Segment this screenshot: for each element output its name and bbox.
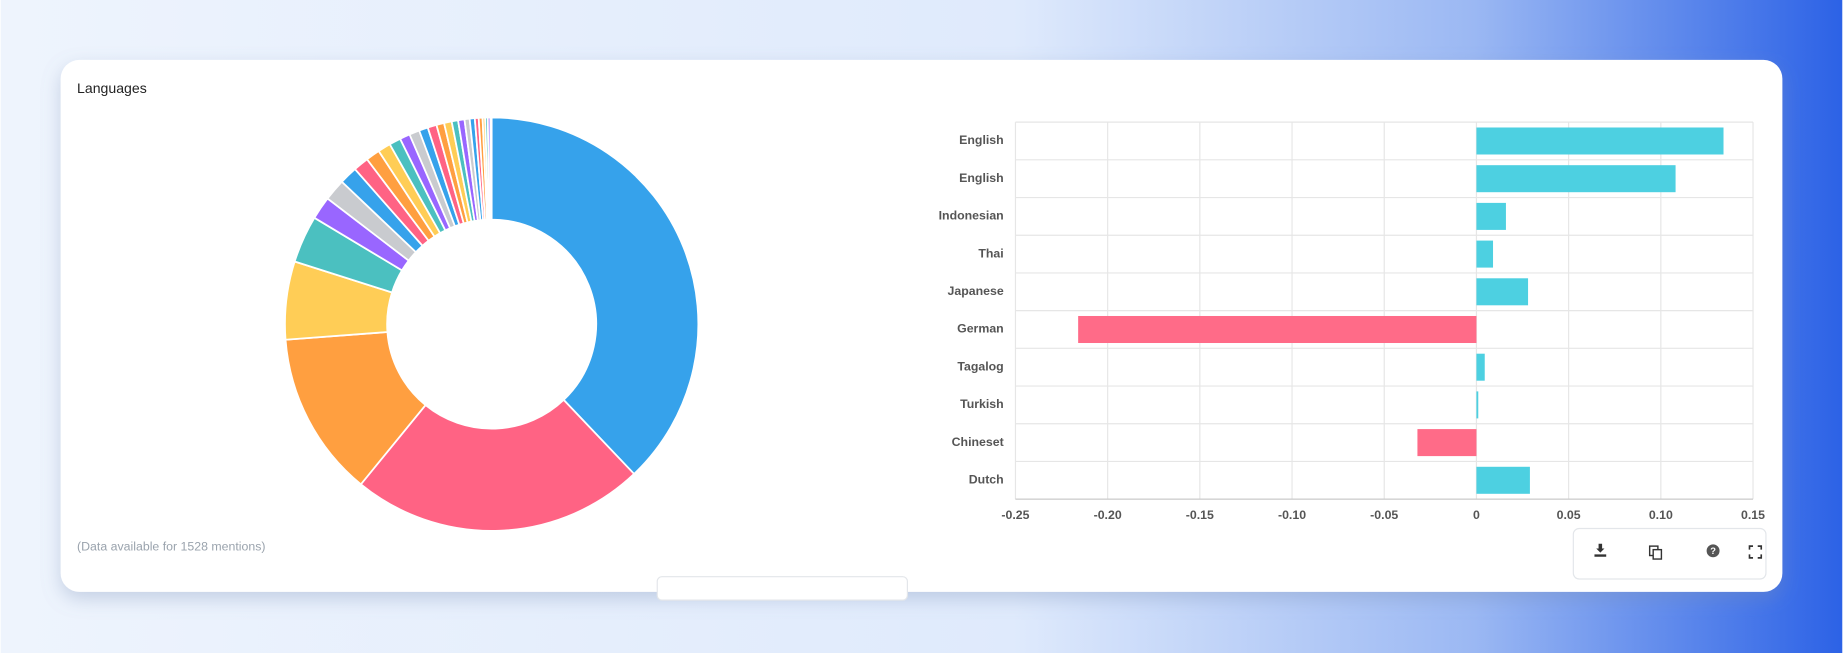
y-tick-label: German — [957, 322, 1004, 336]
y-tick-label: Indonesian — [939, 209, 1004, 223]
bar — [1476, 202, 1506, 230]
note: (Data available for 1528 mentions) — [77, 540, 265, 554]
bar — [1476, 353, 1485, 381]
y-tick-label: English — [959, 171, 1004, 185]
x-tick-label: 0 — [1473, 508, 1480, 522]
card-title: Languages — [77, 80, 147, 96]
x-tick-label: 0.15 — [1741, 508, 1765, 522]
download-button[interactable] — [1594, 543, 1607, 557]
y-tick-label: Chineset — [952, 435, 1004, 449]
y-tick-label: Dutch — [969, 473, 1004, 487]
pie-slice — [489, 116, 493, 221]
pie-slice — [490, 116, 700, 476]
help-button[interactable]: ? — [1706, 544, 1720, 558]
bar — [1476, 240, 1494, 268]
x-tick-label: 0.05 — [1557, 508, 1581, 522]
x-tick-label: -0.25 — [1001, 508, 1029, 522]
tab-stub — [656, 576, 908, 601]
toolbar-box — [1572, 527, 1767, 580]
bar — [1476, 391, 1479, 419]
copy-button[interactable] — [1648, 545, 1663, 560]
bar — [1078, 315, 1477, 344]
y-tick-label: Thai — [978, 246, 1003, 260]
bar — [1476, 127, 1724, 155]
x-tick-label: -0.05 — [1370, 508, 1398, 522]
y-tick-label: Tagalog — [957, 359, 1003, 373]
bar — [1476, 278, 1529, 306]
x-tick-label: -0.10 — [1278, 508, 1306, 522]
pie-slice — [359, 398, 636, 532]
toolbar: ? — [1572, 527, 1767, 580]
y-tick-label: Turkish — [960, 397, 1004, 411]
svg-text:?: ? — [1710, 545, 1716, 556]
x-tick-label: -0.15 — [1186, 508, 1214, 522]
fullscreen-button[interactable] — [1748, 545, 1763, 559]
bar — [1476, 165, 1676, 193]
bar — [1417, 429, 1477, 457]
bar — [1476, 466, 1530, 494]
x-tick-label: -0.20 — [1094, 508, 1122, 522]
y-tick-label: English — [959, 133, 1004, 147]
x-tick-label: 0.10 — [1649, 508, 1673, 522]
y-tick-label: Japanese — [948, 284, 1004, 298]
